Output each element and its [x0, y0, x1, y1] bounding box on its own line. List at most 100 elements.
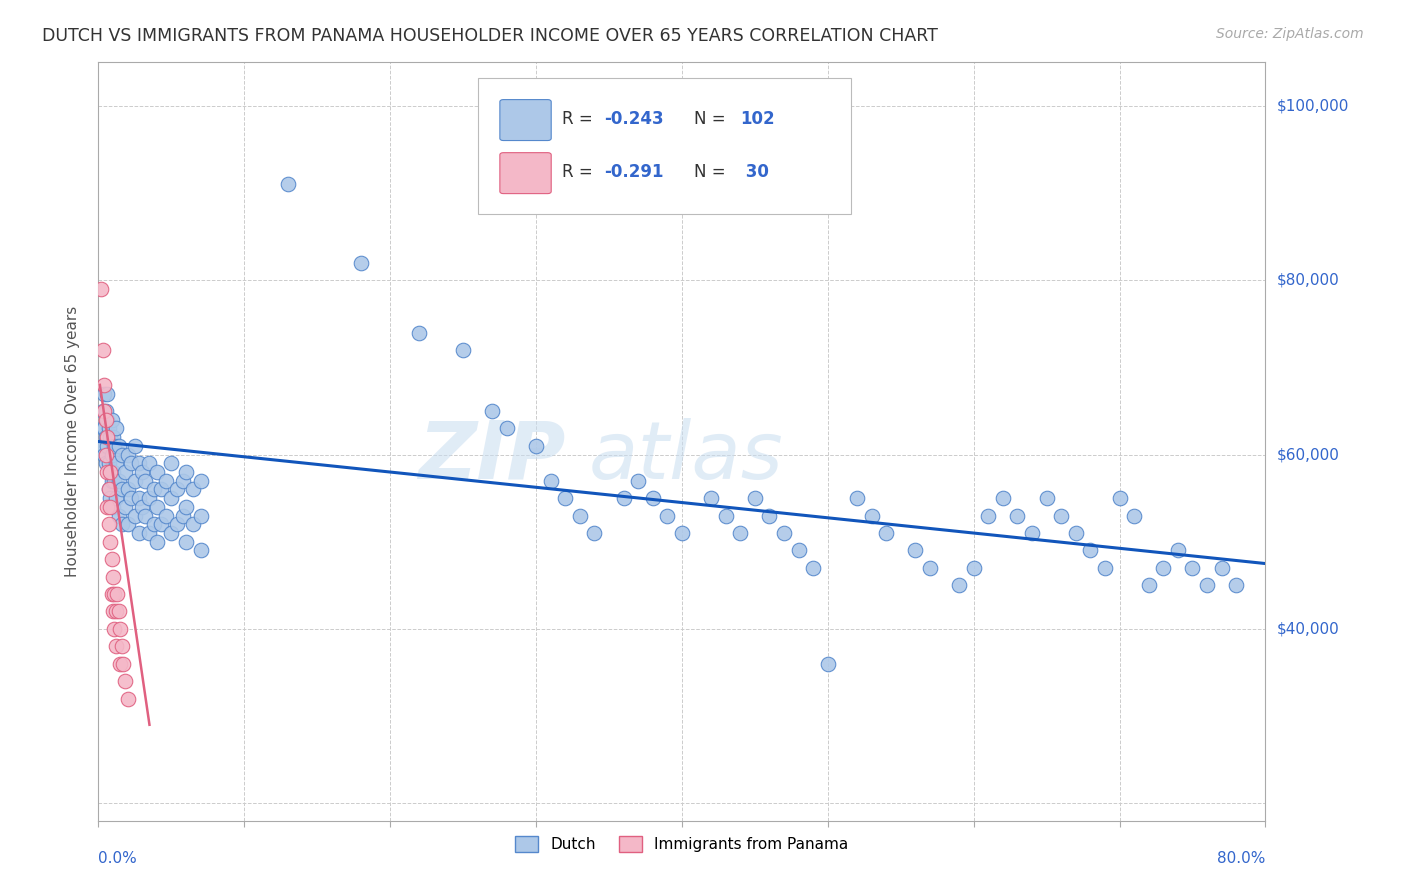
- Point: [108, 508, 131, 523]
- Point: [146, 500, 169, 514]
- Point: [114, 465, 136, 479]
- Point: [111, 483, 134, 497]
- Text: 80.0%: 80.0%: [1218, 851, 1265, 866]
- Point: [104, 640, 127, 654]
- Text: 0.0%: 0.0%: [98, 851, 138, 866]
- Point: [554, 491, 576, 506]
- Text: $100,000: $100,000: [1277, 98, 1348, 113]
- Point: [744, 491, 766, 506]
- Point: [700, 491, 723, 506]
- Point: [120, 456, 142, 470]
- Point: [111, 517, 134, 532]
- Text: ZIP: ZIP: [418, 417, 565, 496]
- Point: [108, 474, 131, 488]
- Point: [105, 587, 128, 601]
- Point: [101, 500, 124, 514]
- FancyBboxPatch shape: [501, 100, 551, 141]
- Point: [108, 439, 131, 453]
- Point: [104, 491, 127, 506]
- Point: [1181, 561, 1204, 575]
- Point: [93, 448, 115, 462]
- Point: [1007, 508, 1029, 523]
- Point: [114, 674, 136, 689]
- Point: [120, 491, 142, 506]
- Point: [103, 622, 125, 636]
- Text: R =: R =: [562, 163, 598, 181]
- Point: [104, 605, 127, 619]
- Point: [128, 491, 150, 506]
- Point: [97, 421, 120, 435]
- FancyBboxPatch shape: [478, 78, 851, 214]
- Point: [758, 508, 780, 523]
- Point: [174, 500, 197, 514]
- Point: [817, 657, 839, 671]
- Point: [1050, 508, 1073, 523]
- Point: [98, 430, 121, 444]
- Point: [94, 448, 117, 462]
- Point: [97, 456, 120, 470]
- Point: [146, 465, 169, 479]
- Point: [190, 543, 212, 558]
- Point: [160, 491, 183, 506]
- Text: 102: 102: [741, 111, 775, 128]
- Point: [846, 491, 869, 506]
- Point: [657, 508, 679, 523]
- Point: [190, 474, 212, 488]
- Point: [1167, 543, 1189, 558]
- Point: [98, 500, 121, 514]
- Point: [117, 691, 139, 706]
- Point: [101, 430, 124, 444]
- Point: [918, 561, 941, 575]
- Point: [124, 474, 146, 488]
- Point: [773, 526, 796, 541]
- Point: [93, 386, 115, 401]
- Point: [146, 534, 169, 549]
- Point: [875, 526, 897, 541]
- Point: [671, 526, 693, 541]
- Point: [103, 474, 125, 488]
- Point: [101, 465, 124, 479]
- Text: $80,000: $80,000: [1277, 273, 1340, 288]
- Point: [142, 483, 165, 497]
- Point: [540, 474, 562, 488]
- Point: [96, 500, 118, 514]
- Point: [962, 561, 984, 575]
- Point: [98, 465, 121, 479]
- Point: [730, 526, 752, 541]
- Point: [124, 508, 146, 523]
- Point: [155, 508, 177, 523]
- FancyBboxPatch shape: [501, 153, 551, 194]
- Point: [131, 500, 153, 514]
- Point: [612, 491, 634, 506]
- Point: [110, 622, 132, 636]
- Point: [166, 517, 188, 532]
- Point: [100, 474, 122, 488]
- Point: [103, 439, 125, 453]
- Point: [108, 605, 131, 619]
- Text: Source: ZipAtlas.com: Source: ZipAtlas.com: [1216, 27, 1364, 41]
- Point: [100, 413, 122, 427]
- Point: [138, 526, 160, 541]
- Point: [181, 483, 204, 497]
- Point: [1094, 561, 1116, 575]
- Point: [111, 640, 134, 654]
- Point: [114, 500, 136, 514]
- Text: DUTCH VS IMMIGRANTS FROM PANAMA HOUSEHOLDER INCOME OVER 65 YEARS CORRELATION CHA: DUTCH VS IMMIGRANTS FROM PANAMA HOUSEHOL…: [42, 27, 938, 45]
- Point: [174, 534, 197, 549]
- Point: [101, 569, 124, 583]
- Point: [93, 404, 115, 418]
- Point: [103, 587, 125, 601]
- Point: [172, 474, 194, 488]
- Point: [96, 430, 118, 444]
- Text: R =: R =: [562, 111, 598, 128]
- Point: [131, 465, 153, 479]
- Point: [91, 343, 114, 357]
- Point: [150, 517, 173, 532]
- Point: [97, 483, 120, 497]
- Point: [277, 178, 299, 192]
- Point: [94, 413, 117, 427]
- Text: -0.291: -0.291: [603, 163, 664, 181]
- Point: [1021, 526, 1043, 541]
- Point: [1211, 561, 1233, 575]
- Point: [991, 491, 1014, 506]
